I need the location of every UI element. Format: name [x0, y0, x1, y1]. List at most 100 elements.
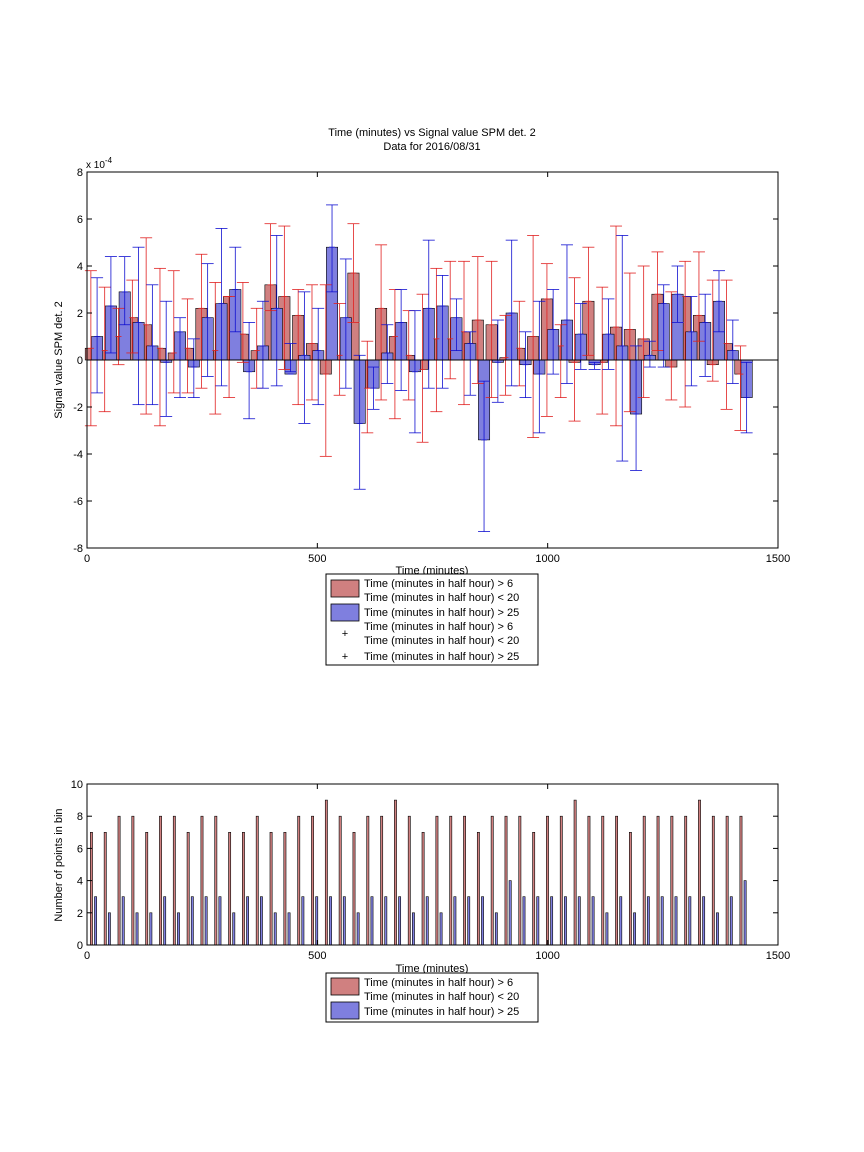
legend-box — [325, 972, 539, 1023]
count-bar-red — [518, 815, 522, 946]
y-tick-label: 0 — [77, 355, 83, 367]
legend-red-patch — [330, 579, 360, 598]
count-bar-red — [421, 831, 425, 946]
count-bar-blue — [315, 896, 319, 946]
y-tick-label: 2 — [77, 308, 83, 320]
count-bar-blue — [301, 896, 305, 946]
count-bar-red — [587, 815, 591, 946]
count-bar-blue — [564, 896, 567, 946]
count-bar-blue — [591, 896, 595, 946]
count-bar-blue — [190, 896, 194, 946]
count-bar-red — [725, 815, 729, 946]
count-bar-red — [670, 815, 674, 946]
count-bar-blue — [688, 896, 692, 946]
count-bar-red — [338, 815, 342, 946]
count-bar-red — [559, 815, 563, 946]
count-bar-blue — [94, 896, 97, 946]
count-bar-red — [228, 831, 232, 946]
x-axis-label: Time (minutes) — [396, 963, 469, 975]
count-bar-blue — [246, 896, 249, 946]
count-bar-red — [297, 815, 301, 946]
count-bar-blue — [163, 896, 167, 946]
count-bar-red — [255, 815, 259, 946]
count-bar-blue — [633, 912, 636, 946]
count-bar-blue — [232, 912, 236, 946]
count-bar-blue — [536, 896, 540, 946]
count-bar-blue — [522, 896, 526, 946]
count-bar-blue — [329, 896, 332, 946]
legend-red-patch — [330, 977, 360, 996]
legend-label-blue: Time (minutes in half hour) > 25 — [364, 607, 519, 619]
count-bar-blue — [177, 912, 180, 946]
count-bar-blue — [743, 880, 747, 946]
legend-box — [325, 573, 539, 666]
legend-blue-patch — [330, 1001, 360, 1020]
count-bar-red — [394, 799, 397, 946]
count-bar-red — [684, 815, 688, 946]
count-bar-red — [172, 815, 176, 946]
count-bar-blue — [384, 896, 388, 946]
count-bar-blue — [660, 896, 664, 946]
count-chart: 0 500 1000 1500 0 2 4 6 8 10 Time (minutes) Numbe… — [53, 779, 790, 975]
y-tick-label: 6 — [77, 843, 83, 855]
count-bar-red — [200, 815, 204, 946]
count-bar-red — [476, 831, 480, 946]
x-tick-label: 1000 — [535, 950, 559, 962]
count-bar-blue — [273, 912, 277, 946]
x-tick-label: 1500 — [766, 553, 790, 565]
count-bar-red — [739, 815, 743, 946]
count-bar-blue — [481, 896, 484, 946]
count-bar-red — [615, 815, 618, 946]
count-bar-red — [324, 799, 328, 946]
count-bar-blue — [425, 896, 429, 946]
signal-chart: Time (minutes) vs Signal value SPM det. … — [53, 127, 790, 577]
count-bar-red — [463, 815, 466, 946]
y-tick-label: -2 — [73, 402, 83, 414]
count-bar-red — [546, 815, 549, 946]
legend-label-blue: Time (minutes in half hour) > 25 — [364, 1006, 519, 1018]
signal-legend: Time (minutes in half hour) > 6 Time (mi… — [325, 573, 539, 666]
y-tick-label: 10 — [71, 779, 83, 791]
y-tick-label: 8 — [77, 811, 83, 823]
count-bar-red — [352, 831, 356, 946]
count-bar-blue — [467, 896, 471, 946]
signal-bars — [84, 246, 753, 441]
count-bar-blue — [702, 896, 706, 946]
y-tick-label: 8 — [77, 167, 83, 179]
legend-label-red-2: Time (minutes in half hour) < 20 — [364, 991, 519, 1003]
count-bar-blue — [218, 896, 222, 946]
count-bar-blue — [453, 896, 457, 946]
chart-subtitle: Data for 2016/08/31 — [383, 141, 480, 153]
x-tick-label: 500 — [308, 553, 326, 565]
legend-label-red-marker-2: Time (minutes in half hour) < 20 — [364, 635, 519, 647]
x-tick-label: 0 — [84, 553, 90, 565]
count-bar-blue — [508, 880, 512, 946]
count-bar-red — [380, 815, 384, 946]
count-bar-red — [490, 815, 494, 946]
y-axis-label: Number of points in bin — [53, 808, 65, 921]
count-bar-red — [449, 815, 453, 946]
count-bar-red — [90, 831, 93, 946]
y-tick-label: 2 — [77, 908, 83, 920]
count-bar-red — [117, 815, 121, 946]
count-bar-red — [642, 815, 646, 946]
count-bar-blue — [674, 896, 678, 946]
y-tick-label: 4 — [77, 876, 83, 888]
count-bar-red — [242, 831, 245, 946]
count-bar-red — [628, 831, 632, 946]
count-bar-blue — [716, 912, 719, 946]
legend-blue-marker: + — [342, 651, 348, 663]
x-tick-label: 500 — [308, 950, 326, 962]
chart-title: Time (minutes) vs Signal value SPM det. … — [328, 127, 535, 139]
count-bar-blue — [550, 896, 554, 946]
signal-error-bars — [84, 204, 753, 532]
y-axis-label: Signal value SPM det. 2 — [53, 301, 65, 418]
x-tick-label: 1500 — [766, 950, 790, 962]
signal-axes: 0 500 1000 1500 -8 -6 -4 -2 0 2 4 6 8 — [73, 167, 790, 565]
count-bar-red — [186, 831, 190, 946]
count-bar-blue — [260, 896, 263, 946]
count-legend: Time (minutes in half hour) > 6 Time (mi… — [325, 972, 539, 1023]
count-bar-blue — [356, 912, 360, 946]
count-bar-blue — [412, 912, 415, 946]
count-bar-blue — [577, 896, 581, 946]
